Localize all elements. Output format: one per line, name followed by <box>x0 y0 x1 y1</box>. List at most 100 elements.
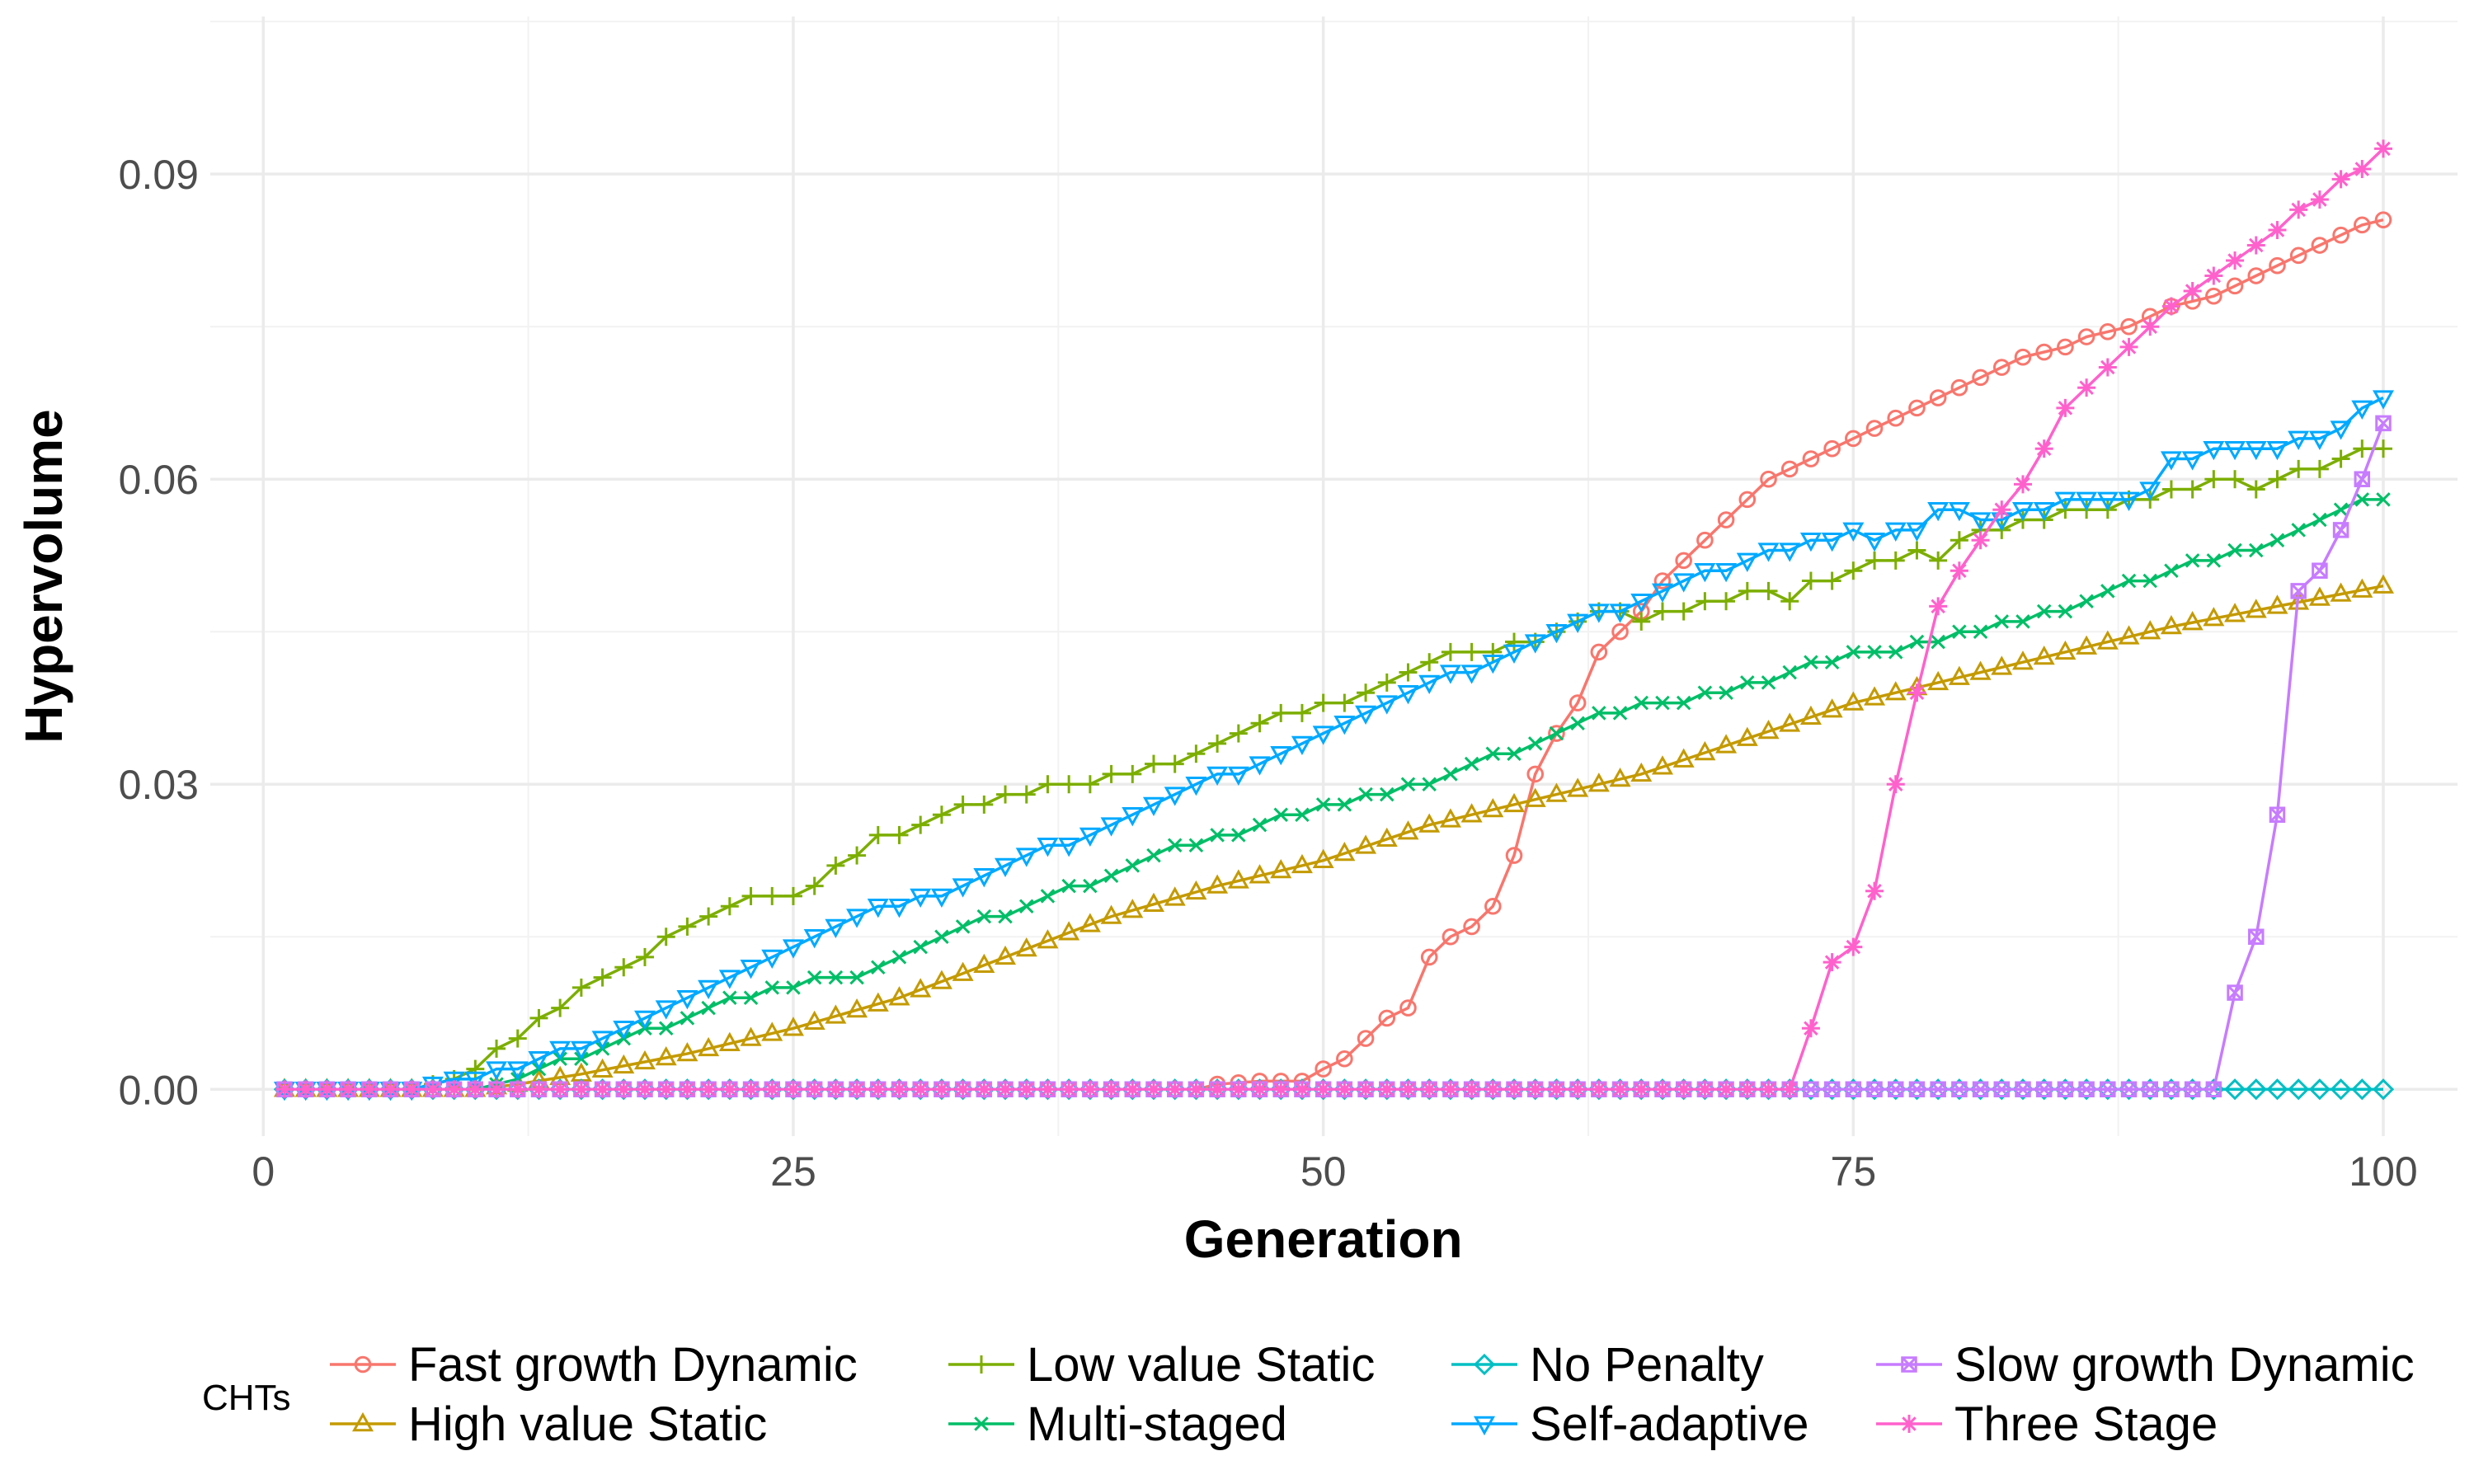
data-point-marker <box>1291 735 1313 755</box>
data-point-marker <box>973 953 995 973</box>
data-point-marker <box>2226 251 2245 270</box>
data-point-marker <box>2185 553 2200 568</box>
data-point-marker <box>1291 853 1313 874</box>
data-point-marker <box>1080 1080 1099 1099</box>
data-point-marker <box>888 986 910 1006</box>
data-point-marker <box>1335 1080 1354 1099</box>
data-point-marker <box>1015 937 1037 957</box>
data-point-marker <box>1886 551 1905 570</box>
data-point-marker <box>1146 848 1161 863</box>
data-point-marker <box>1948 502 1970 522</box>
data-point-marker <box>351 1411 374 1432</box>
data-point-marker <box>1865 420 1884 437</box>
data-point-marker <box>1632 612 1651 631</box>
data-point-marker <box>1187 744 1206 763</box>
data-point-marker <box>1570 716 1585 730</box>
data-point-marker <box>1761 675 1776 690</box>
data-point-marker <box>1547 1080 1566 1099</box>
data-point-marker <box>1080 775 1099 794</box>
data-point-marker <box>2118 491 2140 511</box>
data-point-marker <box>1609 767 1631 787</box>
data-point-marker <box>2266 594 2288 614</box>
data-point-marker <box>1464 756 1479 772</box>
data-point-marker <box>867 992 889 1012</box>
data-point-marker <box>1058 921 1080 941</box>
series-line <box>285 148 2385 1092</box>
data-point-marker <box>698 1036 720 1057</box>
data-point-marker <box>2204 470 2223 489</box>
data-point-marker <box>613 1021 635 1040</box>
data-point-marker <box>1144 754 1163 773</box>
data-point-marker <box>2332 226 2349 244</box>
data-point-marker <box>1801 571 1820 590</box>
data-point-marker <box>1164 787 1186 806</box>
data-point-marker <box>1229 1080 1248 1099</box>
data-point-marker <box>1738 581 1757 600</box>
data-point-marker <box>783 886 802 905</box>
series-lines <box>273 139 2395 1101</box>
data-point-marker <box>1993 1081 2011 1098</box>
x-axis-title: Generation <box>1184 1209 1463 1269</box>
data-point-marker <box>2332 522 2349 538</box>
data-point-marker <box>1864 686 1886 706</box>
data-point-marker <box>975 1080 994 1099</box>
data-point-marker <box>1676 695 1691 711</box>
data-point-marker <box>1377 673 1396 692</box>
data-point-marker <box>2184 1081 2201 1098</box>
data-point-marker <box>846 909 868 928</box>
data-point-marker <box>1888 1081 1904 1098</box>
data-point-marker <box>2331 449 2350 468</box>
data-point-marker <box>655 1000 677 1020</box>
data-point-marker <box>2036 603 2052 619</box>
data-point-marker <box>1397 820 1419 840</box>
data-point-marker <box>973 868 995 888</box>
data-point-marker <box>658 1021 674 1036</box>
data-point-marker <box>1484 642 1503 661</box>
axes: Generation Hypervolume 0 25 50 75 100 0.00 0.0… <box>14 152 2418 1269</box>
data-point-marker <box>995 945 1017 965</box>
data-point-marker <box>1759 581 1778 600</box>
data-point-marker <box>1948 665 1970 685</box>
data-point-marker <box>2374 439 2393 458</box>
data-point-marker <box>2266 1078 2288 1101</box>
data-point-marker <box>1736 726 1758 746</box>
data-point-marker <box>1185 880 1207 900</box>
series-low-value-static <box>275 439 2393 1099</box>
data-point-marker <box>1906 522 1928 542</box>
data-point-marker <box>1505 632 1524 651</box>
data-point-marker <box>1653 1080 1672 1099</box>
data-point-marker <box>2308 586 2331 606</box>
series-self-adaptive <box>273 390 2395 1101</box>
data-point-marker <box>1929 389 1947 406</box>
data-point-marker <box>1548 725 1565 742</box>
data-point-marker <box>2353 439 2372 458</box>
data-point-marker <box>486 1061 508 1081</box>
data-point-marker <box>1717 1080 1736 1099</box>
data-point-marker <box>2333 502 2349 517</box>
data-point-marker <box>1037 929 1059 949</box>
data-point-marker <box>2374 139 2393 158</box>
data-point-marker <box>2351 1078 2373 1101</box>
data-point-marker <box>1397 685 1419 705</box>
data-point-marker <box>2290 583 2307 599</box>
data-point-marker <box>998 909 1013 924</box>
data-point-marker <box>2120 1081 2138 1098</box>
data-point-marker <box>1545 782 1568 802</box>
data-point-marker <box>2373 574 2395 594</box>
data-point-marker <box>2330 1078 2352 1101</box>
legend-label: Low value Static <box>1027 1338 1375 1392</box>
data-point-marker <box>339 1080 358 1099</box>
data-point-marker <box>1125 858 1141 873</box>
data-point-marker <box>2205 287 2222 305</box>
data-point-marker <box>1653 572 1672 589</box>
data-point-marker <box>633 1010 656 1030</box>
data-point-marker <box>996 785 1015 804</box>
data-point-marker <box>2354 471 2371 487</box>
data-point-marker <box>354 1355 372 1374</box>
data-point-marker <box>972 1355 990 1374</box>
data-point-marker <box>1887 409 1905 427</box>
data-point-marker <box>2096 630 2119 650</box>
data-point-marker <box>1630 762 1653 782</box>
data-point-marker <box>1524 634 1546 654</box>
